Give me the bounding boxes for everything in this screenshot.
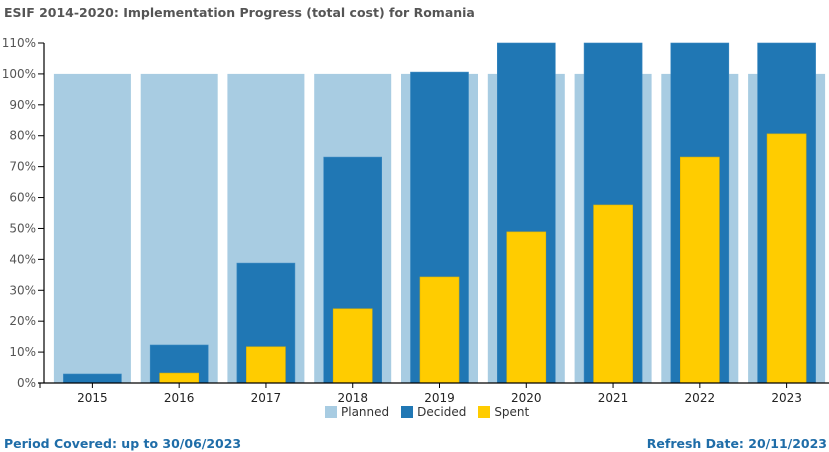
x-tick-label: 2017 — [251, 391, 282, 405]
bar-planned-2016[interactable] — [140, 73, 218, 384]
legend-swatch-spent — [478, 406, 491, 418]
y-tick-label: 110% — [2, 36, 36, 50]
bar-spent-2020[interactable] — [506, 231, 547, 384]
x-tick-label: 2018 — [337, 391, 368, 405]
legend-swatch-decided — [401, 406, 414, 418]
y-tick-label: 30% — [9, 283, 36, 297]
y-tick-label: 100% — [2, 67, 36, 81]
bar-spent-2021[interactable] — [593, 204, 633, 384]
bar-planned-2015[interactable] — [53, 73, 131, 384]
period-covered: Period Covered: up to 30/06/2023 — [4, 436, 242, 451]
y-tick-label: 10% — [9, 345, 36, 359]
bar-spent-2019[interactable] — [419, 276, 460, 384]
x-axis: 2015 2016 2017 2018 2019 2020 2021 2022 2023 — [38, 382, 829, 405]
chart-title: ESIF 2014-2020: Implementation Progress … — [4, 5, 475, 20]
y-tick-label: 60% — [9, 191, 36, 205]
x-tick-label: 2019 — [424, 391, 455, 405]
x-tick-label: 2020 — [511, 391, 542, 405]
y-tick-label: 40% — [9, 252, 36, 266]
legend-swatch-planned — [325, 406, 337, 418]
y-tick-label: 50% — [9, 221, 36, 235]
legend-label-planned: Planned — [341, 405, 390, 419]
legend-label-spent: Spent — [494, 405, 530, 419]
y-tick-label: 70% — [9, 160, 36, 174]
bar-spent-2022[interactable] — [679, 156, 720, 384]
x-tick-label: 2023 — [771, 391, 802, 405]
x-tick-label: 2015 — [77, 391, 108, 405]
refresh-date: Refresh Date: 20/11/2023 — [646, 436, 827, 451]
y-tick-label: 80% — [9, 129, 36, 143]
bar-spent-2017[interactable] — [246, 346, 286, 384]
legend-item-decided[interactable]: Decided — [401, 405, 466, 419]
bar-spent-2018[interactable] — [332, 308, 373, 384]
bar-spent-2016[interactable] — [159, 372, 199, 384]
legend: Planned Decided Spent — [325, 405, 529, 419]
bar-spent-2023[interactable] — [766, 133, 807, 384]
y-tick-label: 0% — [17, 376, 36, 390]
y-axis: 0% 10% 20% 30% 40% 50% 60% 70% 80% 90% 100% 110% — [2, 36, 45, 390]
y-tick-label: 20% — [9, 314, 36, 328]
bar-decided-2015[interactable] — [63, 373, 122, 384]
x-tick-label: 2022 — [685, 391, 716, 405]
bars-layer — [53, 42, 826, 384]
legend-item-spent[interactable]: Spent — [478, 405, 529, 419]
y-tick-label: 90% — [9, 98, 36, 112]
x-tick-label: 2021 — [598, 391, 629, 405]
legend-label-decided: Decided — [417, 405, 467, 419]
x-tick-label: 2016 — [164, 391, 195, 405]
legend-item-planned[interactable]: Planned — [325, 405, 389, 419]
